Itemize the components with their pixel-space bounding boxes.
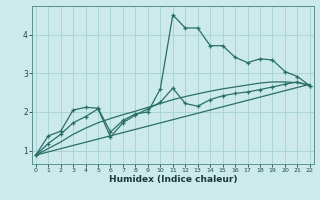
X-axis label: Humidex (Indice chaleur): Humidex (Indice chaleur)	[108, 175, 237, 184]
